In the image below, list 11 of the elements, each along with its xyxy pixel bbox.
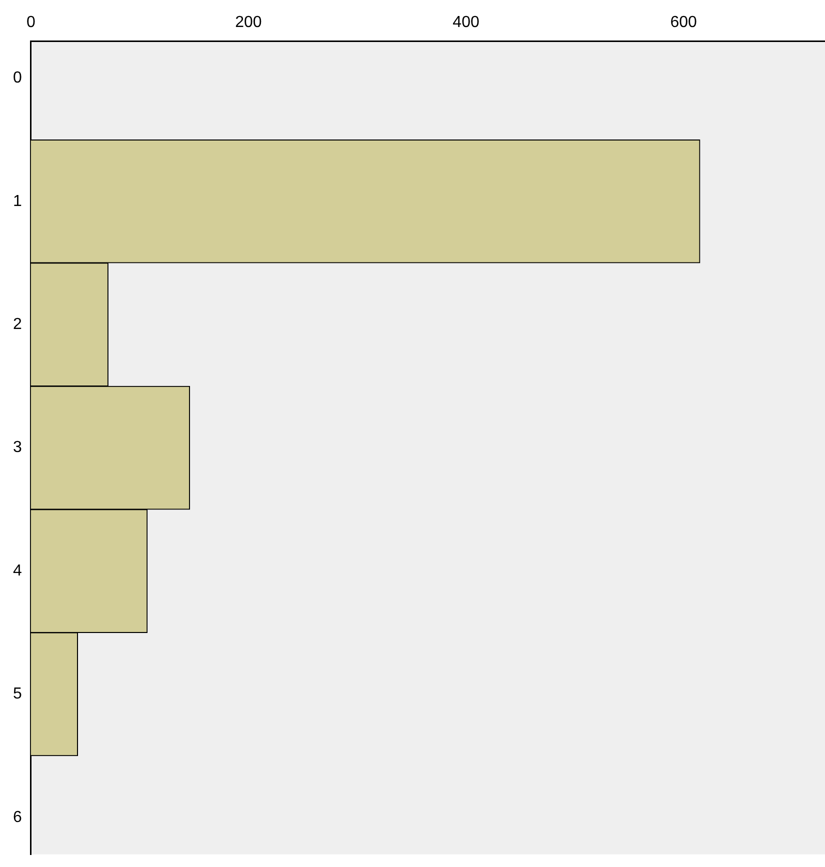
y-tick-label: 5 [12,686,22,703]
y-tick-label: 4 [12,562,22,580]
y-tick-label: 3 [12,439,22,456]
y-tick-label: 0 [12,70,22,87]
x-tick-label: 400 [452,14,480,32]
x-tick-label: 0 [26,14,36,32]
y-tick-label: 6 [12,808,22,826]
x-tick-label: 200 [235,14,262,32]
y-tick-label: 2 [12,316,22,333]
x-tick-label: 600 [670,14,698,32]
y-tick-label: 1 [12,192,22,210]
